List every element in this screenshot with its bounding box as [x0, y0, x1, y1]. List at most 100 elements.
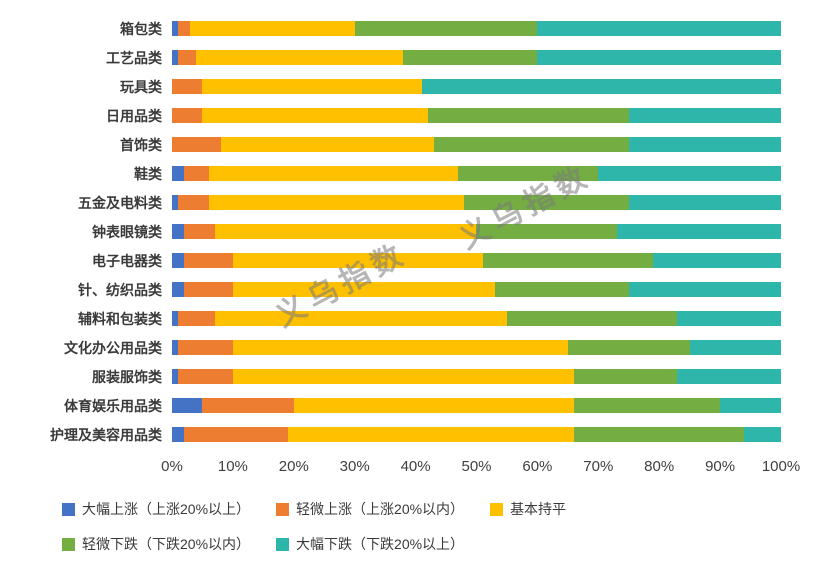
bar-segment: [214, 311, 507, 326]
bar-segment: [427, 108, 629, 123]
bar-segment: [172, 340, 179, 355]
bar-track: [172, 137, 781, 152]
bar-row: 文化办公用品类: [0, 333, 831, 362]
bar-segment: [172, 398, 203, 413]
x-axis-tick-label: 40%: [400, 458, 431, 475]
bar-segment: [494, 282, 629, 297]
legend-item: 轻微上涨（上涨20%以内）: [276, 499, 464, 519]
bar-track: [172, 50, 781, 65]
bar-segment: [476, 224, 617, 239]
legend-row: 轻微下跌（下跌20%以内） 大幅下跌（下跌20%以上）: [62, 534, 566, 554]
bar-segment: [172, 108, 203, 123]
bar-track: [172, 282, 781, 297]
bar-segment: [567, 340, 690, 355]
legend-item: 轻微下跌（下跌20%以内）: [62, 534, 250, 554]
bar-row: 箱包类: [0, 14, 831, 43]
bar-track: [172, 253, 781, 268]
bar-segment: [190, 21, 355, 36]
bar-track: [172, 166, 781, 181]
bar-segment: [598, 166, 781, 181]
bar-row: 工艺品类: [0, 43, 831, 72]
bar-segment: [178, 340, 233, 355]
bar-segment: [178, 369, 233, 384]
bar-segment: [172, 369, 179, 384]
category-label: 工艺品类: [106, 49, 162, 66]
bar-segment: [537, 50, 781, 65]
category-label: 针、纺织品类: [78, 281, 162, 298]
bar-segment: [172, 195, 179, 210]
bar-row: 针、纺织品类: [0, 275, 831, 304]
bar-segment: [178, 311, 215, 326]
bar-segment: [433, 137, 629, 152]
bar-track: [172, 311, 781, 326]
bar-segment: [287, 427, 574, 442]
plot-area: 箱包类 工艺品类 玩具类 日用品类 首饰类 鞋类 五金及电料类 钟表眼镜类 电子电器类 针、纺织品…: [0, 14, 831, 480]
category-label: 鞋类: [134, 165, 162, 182]
category-label: 电子电器类: [92, 252, 162, 269]
bar-segment: [744, 427, 781, 442]
bar-segment: [232, 253, 483, 268]
bar-segment: [464, 195, 629, 210]
x-axis-tick-label: 100%: [761, 458, 801, 475]
bar-segment: [172, 79, 203, 94]
bar-segment: [184, 282, 233, 297]
category-label: 日用品类: [106, 107, 162, 124]
x-axis-tick-label: 20%: [278, 458, 309, 475]
category-label: 体育娱乐用品类: [64, 397, 162, 414]
bar-segment: [220, 137, 434, 152]
bar-track: [172, 79, 781, 94]
bar-segment: [573, 398, 721, 413]
chart-legend: 大幅上涨（上涨20%以上） 轻微上涨（上涨20%以内） 基本持平轻微下跌（下跌20%…: [62, 499, 566, 566]
bar-row: 体育娱乐用品类: [0, 391, 831, 420]
category-label: 护理及美容用品类: [50, 426, 162, 443]
category-label: 五金及电料类: [78, 194, 162, 211]
bar-row: 首饰类: [0, 130, 831, 159]
bar-row: 钟表眼镜类: [0, 217, 831, 246]
bar-segment: [458, 166, 599, 181]
bar-segment: [172, 282, 185, 297]
bar-segment: [628, 282, 781, 297]
legend-label: 大幅下跌（下跌20%以上）: [296, 536, 465, 552]
bar-segment: [184, 166, 209, 181]
x-axis-tick-label: 0%: [161, 458, 183, 475]
bar-track: [172, 224, 781, 239]
bar-row: 护理及美容用品类: [0, 420, 831, 449]
bar-segment: [506, 311, 678, 326]
x-axis-tick-label: 70%: [583, 458, 614, 475]
legend-label: 轻微上涨（上涨20%以内）: [296, 501, 465, 517]
legend-item: 大幅上涨（上涨20%以上）: [62, 499, 250, 519]
x-axis-tick-label: 80%: [644, 458, 675, 475]
bar-segment: [653, 253, 781, 268]
bar-segment: [482, 253, 654, 268]
bar-segment: [689, 340, 781, 355]
category-label: 服装服饰类: [92, 368, 162, 385]
legend-item: 大幅下跌（下跌20%以上）: [276, 534, 464, 554]
bar-segment: [354, 21, 538, 36]
bar-segment: [214, 224, 477, 239]
legend-swatch: [62, 502, 75, 516]
bar-segment: [202, 79, 422, 94]
bar-segment: [178, 50, 197, 65]
bar-track: [172, 398, 781, 413]
x-axis-tick-label: 50%: [461, 458, 492, 475]
bar-segment: [172, 21, 179, 36]
legend-item: 基本持平: [490, 499, 566, 519]
bar-row: 日用品类: [0, 101, 831, 130]
bar-segment: [232, 282, 495, 297]
x-axis: 0% 10% 20% 30% 40% 50% 60% 70% 80% 90% 100%: [161, 458, 800, 480]
category-label: 辅料和包装类: [78, 310, 162, 327]
bar-segment: [184, 253, 233, 268]
bar-segment: [677, 369, 781, 384]
bar-segment: [184, 427, 288, 442]
bar-segment: [616, 224, 781, 239]
legend-swatch: [62, 537, 75, 551]
bar-segment: [184, 224, 215, 239]
legend-swatch: [276, 502, 290, 516]
x-axis-tick-label: 60%: [522, 458, 553, 475]
bar-segment: [573, 369, 678, 384]
bar-segment: [208, 195, 465, 210]
bar-track: [172, 340, 781, 355]
bar-segment: [202, 108, 428, 123]
bar-track: [172, 369, 781, 384]
bar-segment: [628, 108, 781, 123]
